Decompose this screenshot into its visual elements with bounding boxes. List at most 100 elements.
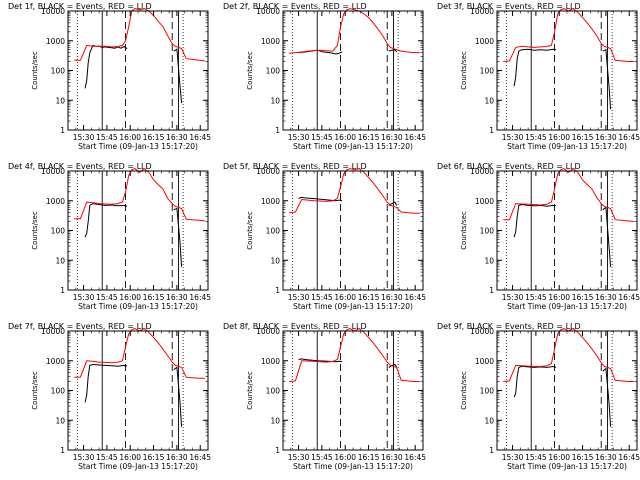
x-tick-label: 16:00 xyxy=(119,133,141,142)
y-tick-label: 100 xyxy=(266,227,281,236)
y-tick-label: 10 xyxy=(55,416,65,425)
plot-frame xyxy=(496,10,638,131)
y-tick-label: 1000 xyxy=(261,37,280,46)
x-tick-label: 15:45 xyxy=(311,133,333,142)
detector-panel-2: Det 2f, BLACK = Events, RED = LLD 1 10 100 1… xyxy=(223,2,426,151)
y-tick-label: 10000 xyxy=(256,7,280,16)
x-tick-label: 15:45 xyxy=(525,133,547,142)
x-tick-label: 15:45 xyxy=(311,453,333,462)
x-tick-label: 16:30 xyxy=(595,453,617,462)
y-tick-label: 100 xyxy=(266,387,281,396)
y-tick-label: 1 xyxy=(60,126,65,135)
y-tick-label: 1000 xyxy=(475,37,494,46)
y-tick-label: 1000 xyxy=(475,197,494,206)
detector-panel-3: Det 3f, BLACK = Events, RED = LLD 1 10 100 1… xyxy=(437,2,640,151)
y-tick-label: 1 xyxy=(60,446,65,455)
x-tick-label: 16:15 xyxy=(572,293,594,302)
x-tick-label: 15:45 xyxy=(96,133,118,142)
detector-panel-8: Det 8f, BLACK = Events, RED = LLD 1 10 100 1… xyxy=(223,322,426,471)
x-tick-label: 15:45 xyxy=(525,293,547,302)
series-lld-line xyxy=(74,167,205,222)
x-tick-label: 16:45 xyxy=(618,293,640,302)
x-tick-label: 15:45 xyxy=(96,293,118,302)
y-tick-label: 10 xyxy=(484,256,494,265)
x-tick-label: 16:30 xyxy=(166,453,188,462)
x-tick-label: 15:30 xyxy=(288,453,310,462)
x-tick-label: 15:30 xyxy=(502,453,524,462)
y-tick-label: 10000 xyxy=(41,167,65,176)
x-tick-label: 15:45 xyxy=(525,453,547,462)
x-axis-title: Start Time (09-Jan-13 15:17:20) xyxy=(78,302,198,311)
x-tick-label: 16:00 xyxy=(334,453,356,462)
y-tick-label: 1 xyxy=(489,286,494,295)
x-tick-label: 16:15 xyxy=(572,133,594,142)
panel-title: Det 2f, BLACK = Events, RED = LLD xyxy=(223,2,367,11)
x-tick-label: 16:30 xyxy=(381,453,403,462)
y-tick-label: 100 xyxy=(51,227,66,236)
x-tick-label: 15:30 xyxy=(288,293,310,302)
x-tick-label: 16:30 xyxy=(595,133,617,142)
y-tick-label: 10000 xyxy=(470,167,494,176)
y-tick-label: 10 xyxy=(270,96,280,105)
panel-title: Det 4f, BLACK = Events, RED = LLD xyxy=(8,162,152,171)
detector-panel-4: Det 4f, BLACK = Events, RED = LLD 1 10 100 1… xyxy=(8,162,211,311)
x-tick-label: 16:45 xyxy=(189,293,211,302)
plot-frame xyxy=(496,170,638,291)
detector-panel-1: Det 1f, BLACK = Events, RED = LLD 1 10 100 1… xyxy=(8,2,211,151)
x-tick-label: 16:00 xyxy=(548,453,570,462)
x-tick-label: 16:15 xyxy=(358,293,380,302)
x-tick-label: 16:30 xyxy=(595,293,617,302)
series-events-line xyxy=(84,363,183,427)
y-tick-label: 1 xyxy=(275,126,280,135)
x-tick-label: 16:15 xyxy=(143,453,165,462)
y-tick-label: 100 xyxy=(480,387,495,396)
x-tick-label: 16:00 xyxy=(334,293,356,302)
series-lld-line xyxy=(74,8,205,62)
detector-panel-9: Det 9f, BLACK = Events, RED = LLD 1 10 100 1… xyxy=(437,322,640,471)
plot-frame xyxy=(67,330,209,451)
y-axis-title: Counts/sec xyxy=(460,51,468,90)
series-lld-line xyxy=(503,8,634,62)
x-tick-label: 16:00 xyxy=(548,133,570,142)
x-tick-label: 16:00 xyxy=(548,293,570,302)
y-axis-title: Counts/sec xyxy=(460,211,468,250)
x-tick-label: 15:30 xyxy=(73,293,95,302)
y-tick-label: 1000 xyxy=(261,357,280,366)
x-axis-title: Start Time (09-Jan-13 15:17:20) xyxy=(507,462,627,471)
y-tick-label: 100 xyxy=(480,227,495,236)
x-tick-label: 16:15 xyxy=(143,133,165,142)
y-tick-label: 10 xyxy=(484,416,494,425)
y-tick-label: 10 xyxy=(270,256,280,265)
y-tick-label: 1 xyxy=(275,286,280,295)
y-axis-title: Counts/sec xyxy=(460,371,468,410)
y-axis-title: Counts/sec xyxy=(246,371,254,410)
x-tick-label: 16:30 xyxy=(166,293,188,302)
y-tick-label: 10000 xyxy=(41,7,65,16)
panel-title: Det 9f, BLACK = Events, RED = LLD xyxy=(437,322,581,331)
x-axis-title: Start Time (09-Jan-13 15:17:20) xyxy=(507,142,627,151)
x-tick-label: 16:15 xyxy=(358,133,380,142)
series-lld-line xyxy=(289,8,420,54)
plot-frame xyxy=(282,170,424,291)
panel-title: Det 6f, BLACK = Events, RED = LLD xyxy=(437,162,581,171)
y-tick-label: 1000 xyxy=(261,197,280,206)
x-axis-title: Start Time (09-Jan-13 15:17:20) xyxy=(78,142,198,151)
series-events-line xyxy=(84,203,183,267)
y-tick-label: 1000 xyxy=(46,357,65,366)
x-tick-label: 15:30 xyxy=(73,133,95,142)
y-tick-label: 1 xyxy=(489,126,494,135)
x-tick-label: 16:00 xyxy=(119,293,141,302)
x-tick-label: 16:45 xyxy=(189,133,211,142)
series-events-line xyxy=(298,196,398,206)
panel-title: Det 8f, BLACK = Events, RED = LLD xyxy=(223,322,367,331)
panel-title: Det 5f, BLACK = Events, RED = LLD xyxy=(223,162,367,171)
y-tick-label: 1000 xyxy=(46,197,65,206)
series-events-line xyxy=(84,44,183,104)
panel-title: Det 7f, BLACK = Events, RED = LLD xyxy=(8,322,152,331)
x-tick-label: 16:15 xyxy=(358,453,380,462)
y-tick-label: 1 xyxy=(275,446,280,455)
y-tick-label: 100 xyxy=(480,67,495,76)
x-tick-label: 16:00 xyxy=(119,453,141,462)
y-tick-label: 10000 xyxy=(470,7,494,16)
